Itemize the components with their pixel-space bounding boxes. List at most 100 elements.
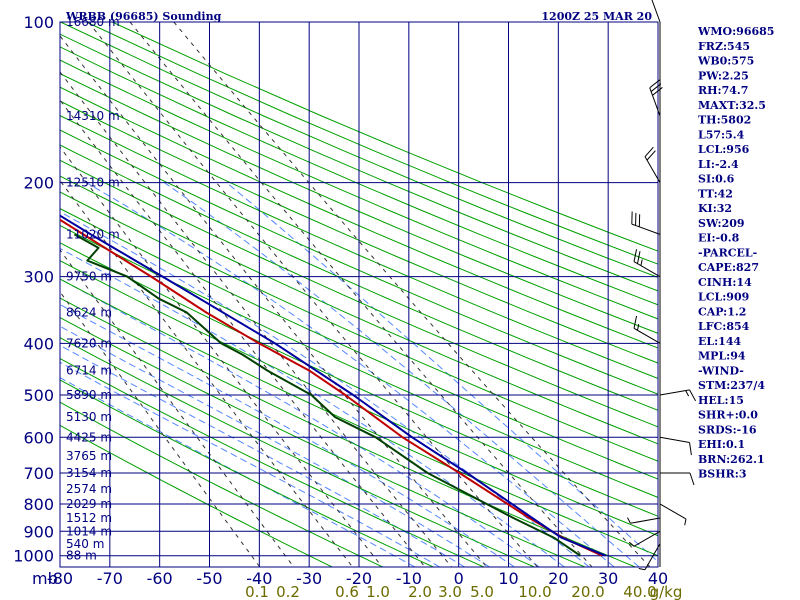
- index-value: BSHR:3: [698, 468, 747, 481]
- index-value: -WIND-: [698, 364, 744, 377]
- height-label: 2029 m: [66, 497, 112, 511]
- pressure-tick-label: 900: [23, 522, 54, 541]
- temperature-tick-labels: -80 -70 -60 -50 -40 -30 -20 -10 0 10 20 30 40: [47, 569, 668, 588]
- index-value: CAPE:827: [698, 261, 759, 274]
- index-value: SW:209: [698, 217, 745, 230]
- temperature-line: [60, 218, 603, 557]
- pressure-tick-label: 500: [23, 386, 54, 405]
- index-value: FRZ:545: [698, 40, 750, 53]
- height-labels: 16680 m 14310 m 12510 m 11020 m 9750 m 8624 m…: [66, 15, 120, 563]
- dry-adiabat: [60, 46, 658, 306]
- dry-adiabat: [60, 86, 658, 349]
- mixing-ratio-line: [60, 35, 488, 567]
- wind-barb: [638, 543, 661, 571]
- dry-adiabat: [60, 33, 658, 292]
- dry-adiabat: [60, 115, 658, 379]
- mixing-ratio-line: [60, 290, 261, 567]
- wind-barb: [660, 472, 695, 486]
- height-label: 6714 m: [66, 364, 112, 378]
- dry-adiabat: [60, 297, 636, 567]
- dry-adiabat: [111, 22, 658, 252]
- dry-adiabat: [60, 224, 658, 498]
- index-value: CINH:14: [698, 276, 752, 289]
- height-label: 4425 m: [66, 430, 112, 444]
- wind-barb: [633, 249, 661, 278]
- height-label: 9750 m: [66, 270, 112, 284]
- index-value: HEL:15: [698, 394, 744, 407]
- dry-adiabats: [60, 22, 658, 567]
- pressure-tick-label: 200: [23, 174, 54, 193]
- dry-adiabat: [60, 357, 485, 567]
- dry-adiabat: [60, 379, 434, 567]
- index-value: LCL:909: [698, 291, 749, 304]
- pressure-tick-label: 300: [23, 268, 54, 287]
- height-label: 5130 m: [66, 410, 112, 424]
- mixing-ratio-label: 5.0: [470, 583, 494, 600]
- moist-adiabat: [60, 325, 490, 567]
- wind-barb: [659, 503, 687, 526]
- dewpoint-line: [73, 233, 581, 557]
- index-value: KI:32: [698, 202, 732, 215]
- mixing-ratio-label: 20.0: [571, 583, 604, 600]
- index-value: SHR+:0.0: [698, 409, 758, 422]
- dry-adiabat: [60, 424, 333, 567]
- parcel-line: [60, 214, 607, 557]
- temperature-tick-label: -40: [246, 569, 272, 588]
- height-label: 1512 m: [66, 511, 112, 525]
- dry-adiabat: [60, 278, 658, 557]
- index-value: -PARCEL-: [698, 246, 757, 259]
- dry-adiabat: [86, 22, 658, 265]
- index-value: SRDS:-16: [698, 423, 757, 436]
- index-value: TH:5802: [698, 114, 751, 127]
- dry-adiabat: [60, 129, 658, 395]
- index-value: RH:74.7: [698, 84, 748, 97]
- height-label: 88 m: [66, 549, 97, 563]
- height-label: 2574 m: [66, 482, 112, 496]
- height-label: 3154 m: [66, 466, 112, 480]
- grid: [60, 22, 658, 567]
- temperature-tick-label: 40: [648, 569, 668, 588]
- moist-adiabat: [60, 361, 441, 567]
- temperature-tick-label: -60: [147, 569, 173, 588]
- dry-adiabat: [60, 175, 658, 445]
- mixing-ratio-labels: 0.1 0.2 0.6 1.0 2.0 3.0 5.0 10.0 20.0 40.0g/kg: [245, 583, 682, 600]
- height-label: 14310 m: [66, 109, 120, 123]
- moist-adiabat: [60, 278, 540, 567]
- index-value: EHI:0.1: [698, 438, 745, 451]
- index-value: LI:-2.4: [698, 158, 739, 171]
- mixing-ratio-label: 10.0: [518, 583, 551, 600]
- index-value: BRN:262.1: [698, 453, 765, 466]
- dry-adiabat: [60, 159, 658, 428]
- pressure-tick-label: 100: [23, 13, 54, 32]
- temperature-tick-label: -30: [296, 569, 322, 588]
- mixing-ratio-lines: [60, 22, 651, 567]
- index-value: SI:0.6: [698, 173, 735, 186]
- height-label: 7620 m: [66, 336, 112, 350]
- plot-frame: [59, 21, 659, 568]
- temperature-tick-label: 20: [548, 569, 568, 588]
- temperature-tick-label: -10: [396, 569, 422, 588]
- sounding-time: 1200Z 25 MAR 20: [541, 10, 652, 23]
- height-label: 8624 m: [66, 305, 112, 319]
- moist-adiabats: [60, 182, 658, 567]
- dry-adiabat: [60, 242, 658, 517]
- mixing-ratio-label: g/kg: [650, 583, 683, 600]
- mixing-ratio-line: [60, 71, 452, 567]
- dry-adiabat: [60, 208, 658, 480]
- wind-barb: [659, 436, 692, 456]
- mixing-ratio-line: [60, 146, 383, 567]
- height-label: 1014 m: [66, 524, 112, 538]
- height-label: 5890 m: [66, 388, 112, 402]
- index-value: EI:-0.8: [698, 232, 740, 245]
- wind-barb: [627, 517, 661, 524]
- wind-barb: [633, 315, 661, 344]
- pressure-tick-label: 1000: [13, 547, 54, 566]
- moist-adiabat: [60, 303, 515, 567]
- profile-series: [60, 214, 607, 557]
- dry-adiabat: [60, 73, 658, 334]
- moist-adiabat: [86, 182, 615, 567]
- temperature-tick-label: -70: [97, 569, 123, 588]
- pressure-tick-labels: 100 200 300 400 500 600 700 800 900 1000: [13, 13, 54, 566]
